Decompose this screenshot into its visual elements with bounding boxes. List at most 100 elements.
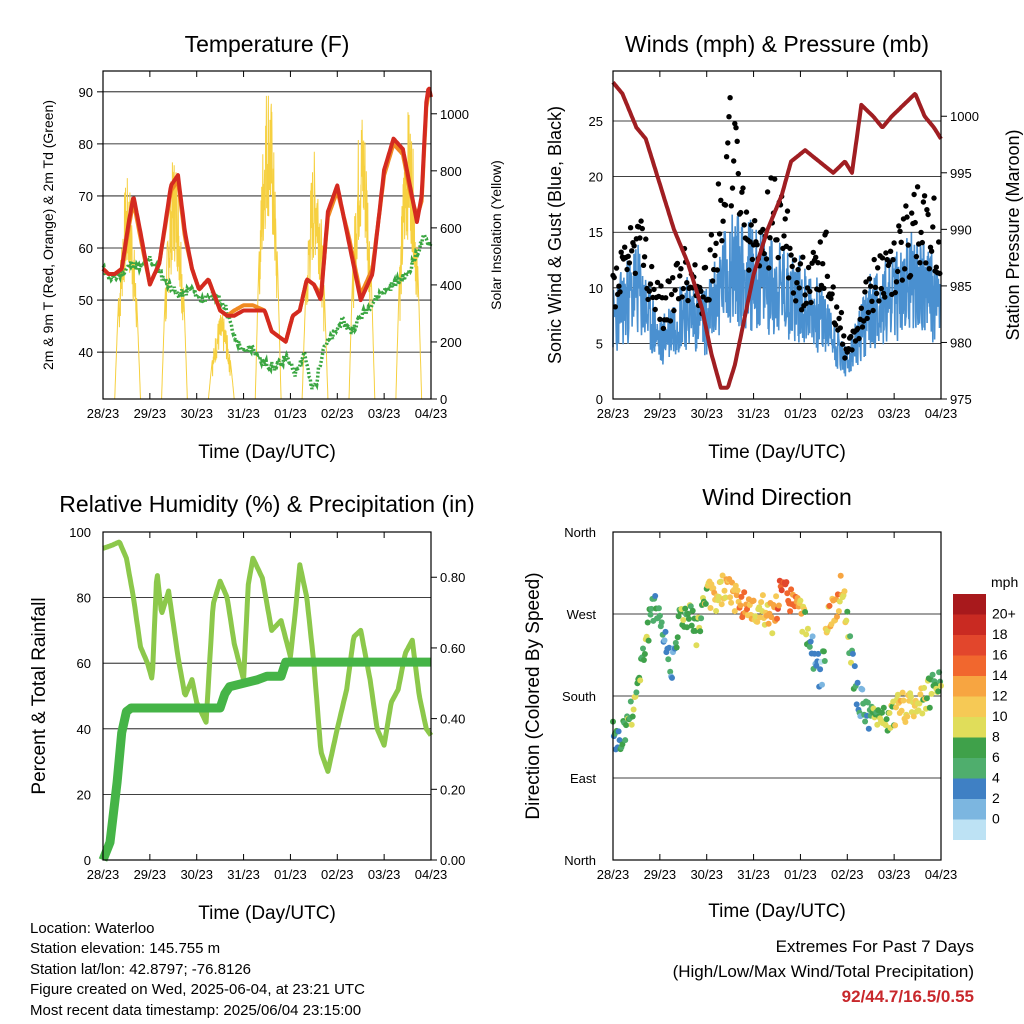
plot-border [612, 531, 942, 861]
gust-point [743, 209, 750, 215]
direction-point [687, 603, 694, 610]
y-tick-label: East [570, 771, 596, 786]
y-right-tick-label: 0.00 [440, 853, 465, 868]
direction-point [783, 579, 790, 586]
gust-point [613, 265, 620, 271]
direction-point [854, 679, 861, 686]
x-tick-label: 28/23 [597, 406, 630, 421]
direction-point [640, 657, 647, 663]
direction-point [898, 707, 905, 714]
gust-point [879, 255, 886, 261]
direction-point [734, 587, 741, 594]
gust-point [641, 254, 648, 260]
gust-point [612, 304, 618, 310]
direction-point [645, 637, 652, 644]
direction-point [719, 572, 726, 579]
gust-point [800, 254, 806, 260]
x-tick-label: 29/23 [644, 406, 677, 421]
station-info: Location: Waterloo Station elevation: 14… [30, 919, 365, 1021]
gust-point [832, 322, 839, 328]
gust-point [871, 256, 877, 263]
gust-point [882, 294, 888, 300]
y-tick-label: South [562, 689, 596, 704]
y-right-tick-label: 0.20 [440, 782, 465, 797]
y-right-tick-label: 1000 [950, 109, 979, 124]
station-elevation: Station elevation: 145.755 m [30, 940, 221, 958]
gust-point [895, 268, 901, 275]
gust-point [899, 277, 905, 283]
x-tick-label: 02/23 [321, 867, 354, 882]
gust-point [761, 250, 767, 257]
y-tick-label: 80 [77, 591, 91, 606]
gust-point [728, 203, 734, 209]
gust-point [903, 203, 909, 209]
gust-point [643, 236, 649, 242]
gust-point [660, 325, 667, 332]
direction-point [728, 599, 735, 606]
direction-point [647, 611, 654, 618]
colorbar-label: 20+ [992, 606, 1016, 622]
direction-point [702, 600, 709, 607]
gust-point [666, 278, 672, 285]
panel-title: Relative Humidity (%) & Precipitation (i… [59, 491, 474, 517]
direction-point [648, 605, 655, 612]
gust-point [931, 195, 937, 201]
y-right-tick-label: 800 [440, 164, 462, 179]
gust-point [870, 307, 876, 314]
gust-point [719, 238, 725, 244]
direction-point [619, 741, 626, 748]
direction-point [680, 617, 687, 623]
plot-border [102, 531, 432, 861]
x-axis-label: Time (Day/UTC) [198, 442, 336, 463]
gust-point [898, 239, 904, 245]
x-tick-label: 02/23 [831, 406, 864, 421]
gust-point [796, 285, 802, 291]
direction-point [844, 608, 851, 615]
direction-point [682, 605, 689, 612]
gust-point [739, 189, 745, 195]
gust-point [936, 239, 942, 245]
direction-point [849, 650, 856, 657]
gust-point [646, 288, 652, 294]
x-tick-label: 02/23 [321, 406, 354, 421]
direction-point [698, 615, 705, 622]
gust-point [787, 245, 793, 251]
gust-point [749, 256, 756, 263]
direction-point [616, 737, 623, 744]
gust-point [667, 318, 674, 324]
direction-point [847, 633, 854, 640]
gust-point [754, 242, 760, 248]
gust-point [715, 181, 722, 187]
gust-point [725, 140, 731, 146]
y-tick-label: 20 [589, 170, 603, 185]
gust-point [671, 307, 677, 314]
solar-insolation-line [254, 95, 282, 400]
gust-point [807, 288, 813, 295]
gust-point [632, 270, 638, 276]
direction-point [759, 592, 766, 599]
y-axis-label: Sonic Wind & Gust (Blue, Black) [545, 106, 565, 364]
gust-point [738, 209, 744, 216]
x-tick-label: 29/23 [134, 867, 167, 882]
gust-point [834, 304, 840, 310]
direction-point [675, 613, 682, 620]
y-tick-label: 25 [589, 114, 603, 129]
gust-point [670, 275, 676, 281]
gust-point [698, 288, 704, 294]
direction-point [693, 642, 700, 649]
direction-point [715, 593, 722, 600]
gust-point [815, 260, 821, 266]
gust-point [926, 266, 932, 272]
gust-point [887, 248, 894, 254]
gust-point [805, 264, 812, 271]
gust-point [627, 225, 634, 231]
direction-point [820, 648, 827, 655]
gust-point [873, 290, 880, 297]
gust-point [663, 295, 669, 301]
gust-point [904, 214, 910, 220]
x-tick-label: 31/23 [227, 867, 260, 882]
gust-point [637, 235, 643, 241]
gust-point [802, 292, 808, 298]
direction-point [769, 630, 776, 637]
direction-point [919, 710, 926, 717]
